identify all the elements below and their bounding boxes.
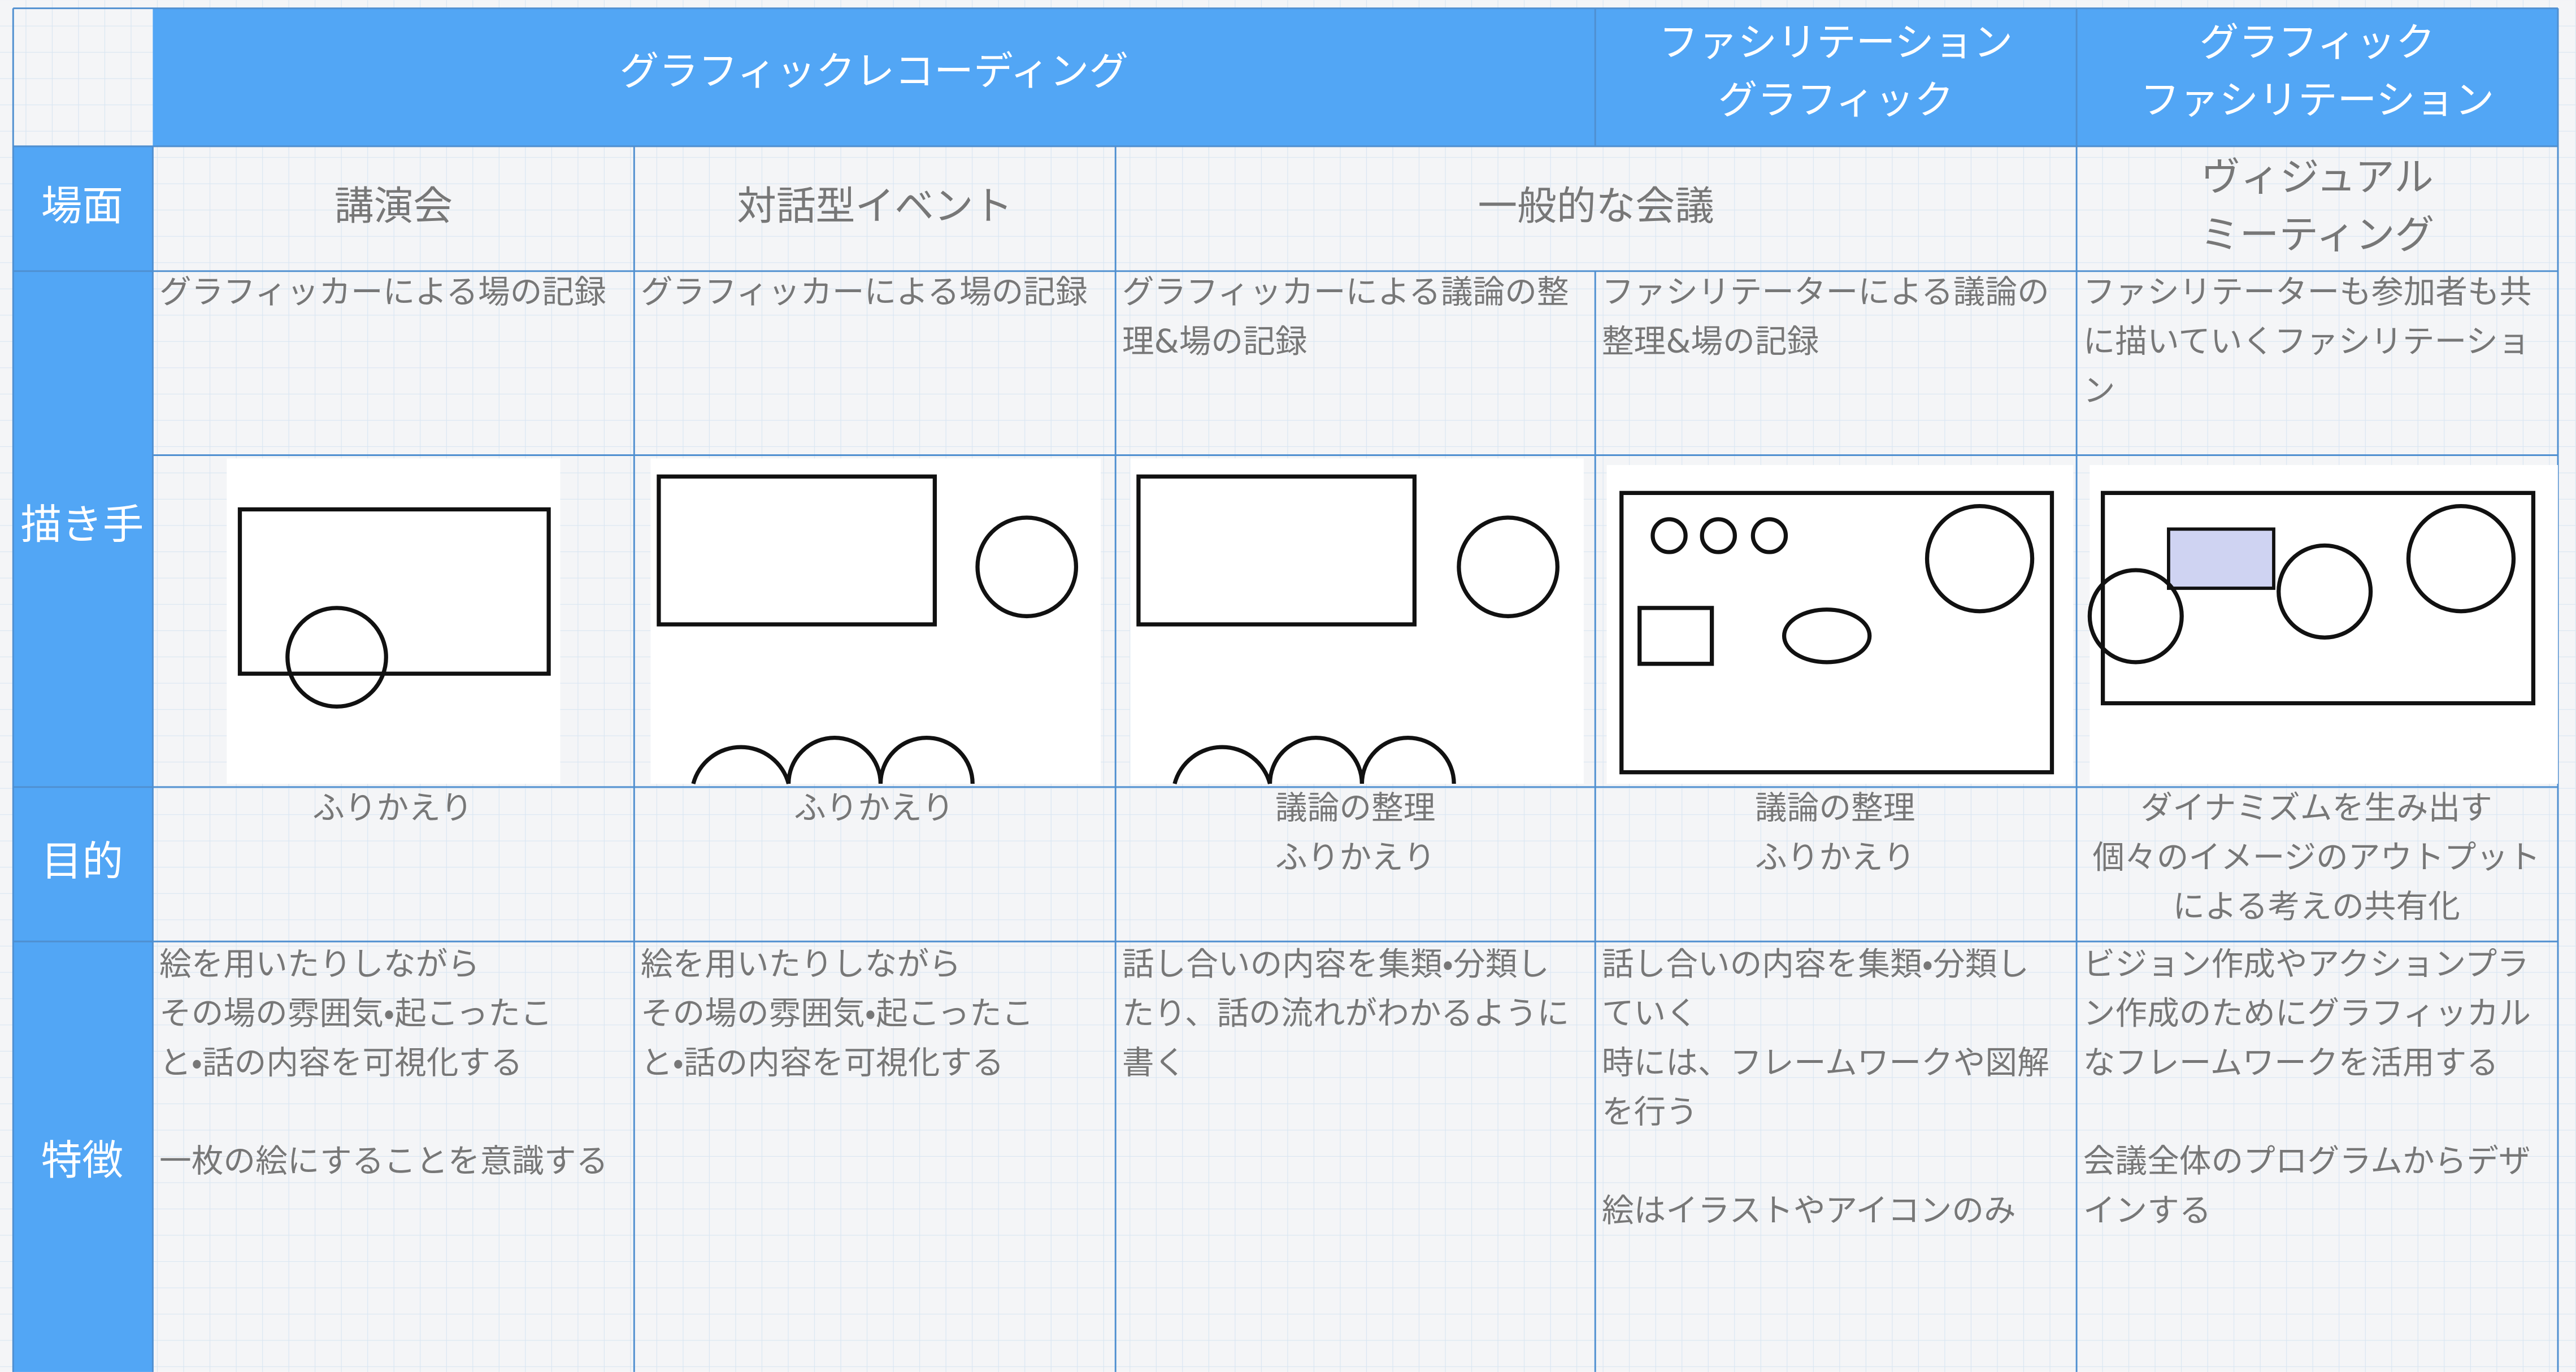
feature-text: 絵はイラストやアイコンのみ [1602,1192,2016,1229]
sticky-note [2167,527,2275,590]
feature-text: 書く [1122,1044,1186,1082]
drawer-text: 整理&場の記録 [1602,323,1819,360]
feature-text: ていく [1602,995,1698,1032]
drawer-text: ン [2083,372,2115,410]
drawer-text: グラフィッカーによる場の記録 [159,273,606,311]
scene-label: ミーティング [2200,212,2434,258]
purpose-text: 個々のイメージのアウトプット [2092,839,2540,876]
purpose-text: による考えの共有化 [2173,888,2460,926]
audience [1172,736,1456,784]
feature-text: その場の雰囲気・起こったこ [159,995,553,1032]
purpose-text: ふりかえり [312,789,472,827]
feature-text: 絵を用いたりしながら [159,945,480,983]
feature-text: ン作成のためにグラフィッカル [2083,995,2531,1032]
figure [285,606,388,709]
drawer-text: ファシリテーターも参加者も共 [2083,273,2532,311]
drawer-text: 理&場の記録 [1122,323,1307,360]
feature-text: インする [2083,1192,2212,1229]
figure [975,515,1079,619]
scene-label: 対話型イベント [737,183,1013,229]
feature-text: その場の雰囲気・起こったこ [641,995,1034,1032]
row-label: 場面 [41,183,123,230]
illustration-panel [1606,464,2074,784]
drawer-text: に描いていくファシリテーショ [2083,323,2530,360]
cell-borders [12,7,2559,1372]
feature-text: なフレームワークを活用する [2083,1044,2499,1082]
row-label: 目的 [41,838,123,885]
feature-text: 話し合いの内容を集類・分類し [1122,945,1549,983]
illustrations [227,458,2558,784]
header-bar [153,8,2558,146]
feature-text: 会議全体のプログラムからデザ [2083,1143,2531,1180]
board [237,507,551,676]
header-title: グラフィック [2199,20,2435,66]
purpose-text: ふりかえり [794,789,954,827]
figure [1457,515,1559,619]
feature-text: 話し合いの内容を集類・分類し [1602,945,2029,983]
feature-text: と・話の内容を可視化する [641,1044,1004,1082]
audience [691,736,975,784]
illustration-panel [2090,464,2558,784]
feature-text: 時には、フレームワークや図解 [1602,1044,2049,1082]
purpose-text: 議論の整理 [1275,789,1435,827]
header-title: グラフィック [1718,77,1954,123]
figure [1925,503,2035,614]
row-label: 特徴 [41,1137,123,1185]
board [1136,474,1417,627]
purpose-text: ふりかえり [1755,839,1915,876]
drawer-text: グラフィッカーによる場の記録 [641,273,1088,311]
feature-text: たり、話の流れがわかるように [1122,995,1569,1032]
board [657,474,937,627]
feature-text: と・話の内容を可視化する [159,1044,523,1082]
header-title: ファシリテーション [1659,20,2013,66]
feature-text: 一枚の絵にすることを意識する [159,1143,608,1180]
scene-label: 一般的な会議 [1478,183,1714,229]
feature-text: ビジョン作成やアクションプラ [2083,945,2529,983]
label-column [13,146,153,1372]
feature-text: を行う [1602,1093,1698,1131]
board [1619,490,2054,775]
scene-label: 講演会 [335,183,453,229]
purpose-text: 議論の整理 [1755,789,1915,827]
drawer-text: ファシリテーターによる議論の [1602,273,2049,311]
board [2100,490,2536,706]
row-label: 描き手 [20,501,144,549]
purpose-text: ふりかえり [1275,839,1435,876]
feature-text: 絵を用いたりしながら [641,945,961,983]
header-title: グラフィックレコーディング [619,49,1128,94]
drawer-text: グラフィッカーによる議論の整 [1122,273,1569,311]
purpose-text: ダイナミズムを生み出す [2140,789,2492,827]
illustration-panel [650,458,1101,784]
illustration-panel [227,458,561,784]
header-title: ファシリテーション [2140,77,2495,123]
scene-label: ヴィジュアル [2201,155,2434,201]
illustration-panel [1130,458,1584,784]
